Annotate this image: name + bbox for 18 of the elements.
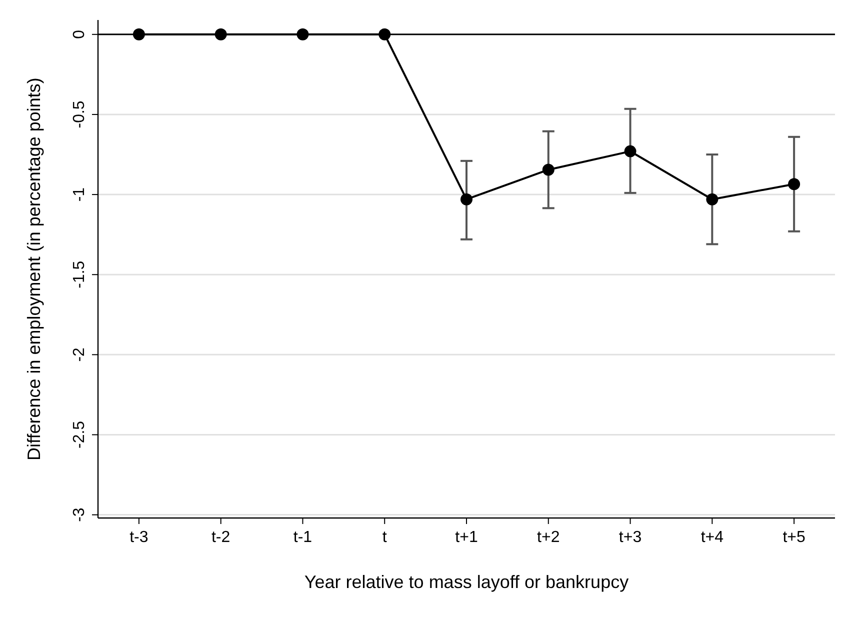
y-tick-label: -1.5 [71,260,88,288]
y-tick-label: -3 [71,508,88,522]
y-tick-label: -0.5 [71,100,88,128]
x-tick-label: t+2 [537,529,560,546]
x-tick-label: t+5 [782,529,806,546]
y-tick-label: -2 [71,347,88,362]
x-tick-label: t+4 [700,529,724,546]
x-tick-label: t+1 [455,529,478,546]
x-tick-label: t-1 [293,529,312,546]
x-tick-label: t [382,529,388,546]
y-tick-label: 0 [71,30,88,39]
y-tick-label: -2.5 [71,420,88,449]
x-tick-label: t-2 [211,529,230,546]
y-axis-title: Difference in employment (in percentage points) [24,78,44,460]
y-tick-label: -1 [71,187,88,202]
x-axis-title: Year relative to mass layoff or bankrupcy [304,572,629,592]
x-tick-label: t+3 [618,529,642,546]
x-tick-label: t-3 [130,529,148,546]
